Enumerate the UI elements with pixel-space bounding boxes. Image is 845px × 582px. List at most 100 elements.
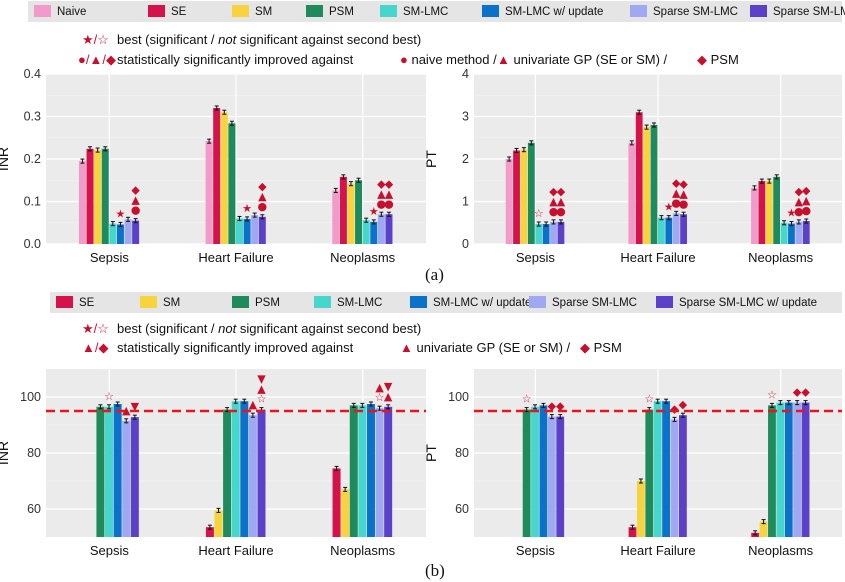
legend-label-3: SM-LMC: [337, 297, 382, 309]
annot-b-best-text: best (significant / not significant agai…: [117, 321, 421, 336]
bar-sm-lmc-sepsis: [531, 406, 539, 537]
bar-sparse-sm-lmc-heart-failure: [672, 213, 680, 244]
bar-psm-heart-failure: [650, 125, 658, 244]
bar-sm-lmc-sepsis: [109, 223, 117, 244]
bar-naive-sepsis: [505, 159, 513, 244]
bar-psm-sepsis: [96, 406, 105, 537]
x-category-label: Sepsis: [90, 543, 130, 558]
bar-sparse-sm-lmc-w-update-sepsis: [130, 417, 139, 537]
bar-sparse-sm-lmc-w-update-neoplasms: [802, 221, 810, 244]
significance-marker: ▼: [131, 400, 140, 413]
y-tick-label: 0.4: [24, 67, 41, 81]
legend-swatch-2: [232, 296, 249, 308]
bar-se-heart-failure: [213, 108, 221, 244]
bar-sm-lmc-w-update-neoplasms: [788, 223, 795, 244]
significance-marker: ★: [242, 202, 252, 215]
y-axis-label: INR: [0, 147, 11, 171]
y-axis-label: PT: [423, 444, 439, 462]
bar-sparse-sm-lmc-w-update-neoplasms: [385, 214, 393, 244]
bar-psm-sepsis: [527, 142, 535, 244]
legend-swatch-2: [232, 5, 249, 17]
significance-marker: ◆: [670, 402, 679, 415]
bar-naive-neoplasms: [332, 190, 340, 244]
bar-psm-neoplasms: [773, 176, 781, 244]
bar-se-neoplasms: [339, 176, 347, 244]
legend-label-1: SM: [163, 297, 180, 309]
bar-sm-lmc-w-update-sepsis: [116, 224, 124, 244]
y-tick-label: 100: [448, 390, 469, 404]
legend-swatch-1: [140, 296, 157, 308]
legend-label-4: SM-LMC w/ update: [433, 297, 531, 309]
legend-swatch-3: [306, 5, 323, 17]
significance-marker: ◆: [557, 185, 566, 198]
significance-marker: ●: [671, 196, 681, 209]
significance-marker: ▲: [257, 383, 266, 396]
bar-psm-sepsis: [101, 148, 109, 244]
significance-marker: ◆: [793, 386, 802, 399]
x-category-label: Neoplasms: [330, 250, 396, 265]
significance-marker: ▲: [131, 194, 140, 207]
bar-sm-heart-failure: [214, 510, 223, 537]
significance-marker: ◆: [131, 184, 140, 197]
annot-a-naive: ● naive method /: [400, 52, 497, 67]
bar-sparse-sm-lmc-neoplasms: [377, 214, 385, 244]
bar-se-sepsis: [513, 150, 520, 244]
legend-label-0: SE: [79, 297, 95, 309]
bar-psm-neoplasms: [768, 405, 776, 537]
y-tick-label: 4: [462, 67, 469, 81]
significance-marker: ◆: [802, 184, 811, 197]
legend-label-2: SM: [255, 6, 272, 18]
bar-psm-heart-failure: [228, 123, 236, 244]
legend-label-5: Sparse SM-LMC: [552, 297, 637, 309]
bar-sm-lmc-neoplasms: [362, 220, 370, 244]
bar-psm-neoplasms: [349, 405, 358, 537]
legend-swatch-0: [34, 5, 51, 17]
significance-marker: ●: [257, 200, 267, 213]
bar-sparse-sm-lmc-sepsis: [122, 420, 131, 537]
bar-sparse-sm-lmc-w-update-neoplasms: [384, 406, 393, 537]
significance-marker: ◆: [258, 180, 267, 193]
bar-sm-lmc-heart-failure: [231, 401, 240, 537]
legend-a: Naive SE SM PSM SM-LMC SM-LMC w/ update Sparse…: [34, 5, 845, 18]
y-tick-label: 60: [27, 502, 41, 516]
significance-marker: ☆: [257, 393, 267, 406]
significance-marker: ★: [369, 205, 379, 218]
y-tick-label: 80: [455, 446, 469, 460]
legend-label-3: PSM: [329, 6, 354, 18]
significance-marker: ●: [384, 197, 394, 210]
significance-marker: ☆: [522, 393, 532, 406]
bar-sparse-sm-lmc-w-update-sepsis: [132, 220, 140, 244]
significance-marker: ◆: [548, 400, 557, 413]
significance-marker: ◆: [679, 177, 688, 190]
bar-se-sepsis: [86, 148, 94, 244]
legend-swatch-3: [314, 296, 331, 308]
x-category-label: Sepsis: [516, 543, 556, 558]
x-category-label: Sepsis: [90, 250, 130, 265]
caption-b: (b): [425, 561, 445, 580]
y-tick-label: 60: [455, 502, 469, 516]
annot-a-psm: ◆ PSM: [697, 52, 739, 67]
annot-b-sig-text: statistically significantly improved aga…: [117, 340, 354, 355]
bar-sm-neoplasms: [341, 489, 350, 537]
bar-sparse-sm-lmc-w-update-heart-failure: [679, 415, 687, 537]
bar-sm-lmc-w-update-neoplasms: [784, 402, 793, 537]
significance-marker: ▲: [802, 194, 811, 207]
significance-marker: ☆: [534, 207, 544, 220]
significance-marker: ◆: [679, 398, 688, 411]
significance-marker: ●: [549, 205, 559, 218]
bar-sm-lmc-heart-failure: [236, 218, 243, 244]
bar-naive-sepsis: [78, 161, 86, 244]
significance-marker: ▲: [679, 187, 688, 200]
bar-sm-lmc-w-update-heart-failure: [243, 218, 251, 244]
significance-marker: ◆: [795, 185, 804, 198]
y-tick-label: 0.2: [24, 152, 41, 166]
significance-marker: ●: [131, 204, 141, 217]
bar-sparse-sm-lmc-sepsis: [124, 219, 132, 244]
significance-marker: ★: [787, 207, 797, 220]
x-category-label: Heart Failure: [620, 250, 695, 265]
x-category-label: Heart Failure: [198, 250, 273, 265]
legend-label-6: Sparse SM-LMC w/ update: [679, 297, 817, 309]
annot-a-best-symbols: ★/☆: [82, 32, 109, 47]
significance-marker: ◆: [385, 177, 394, 190]
